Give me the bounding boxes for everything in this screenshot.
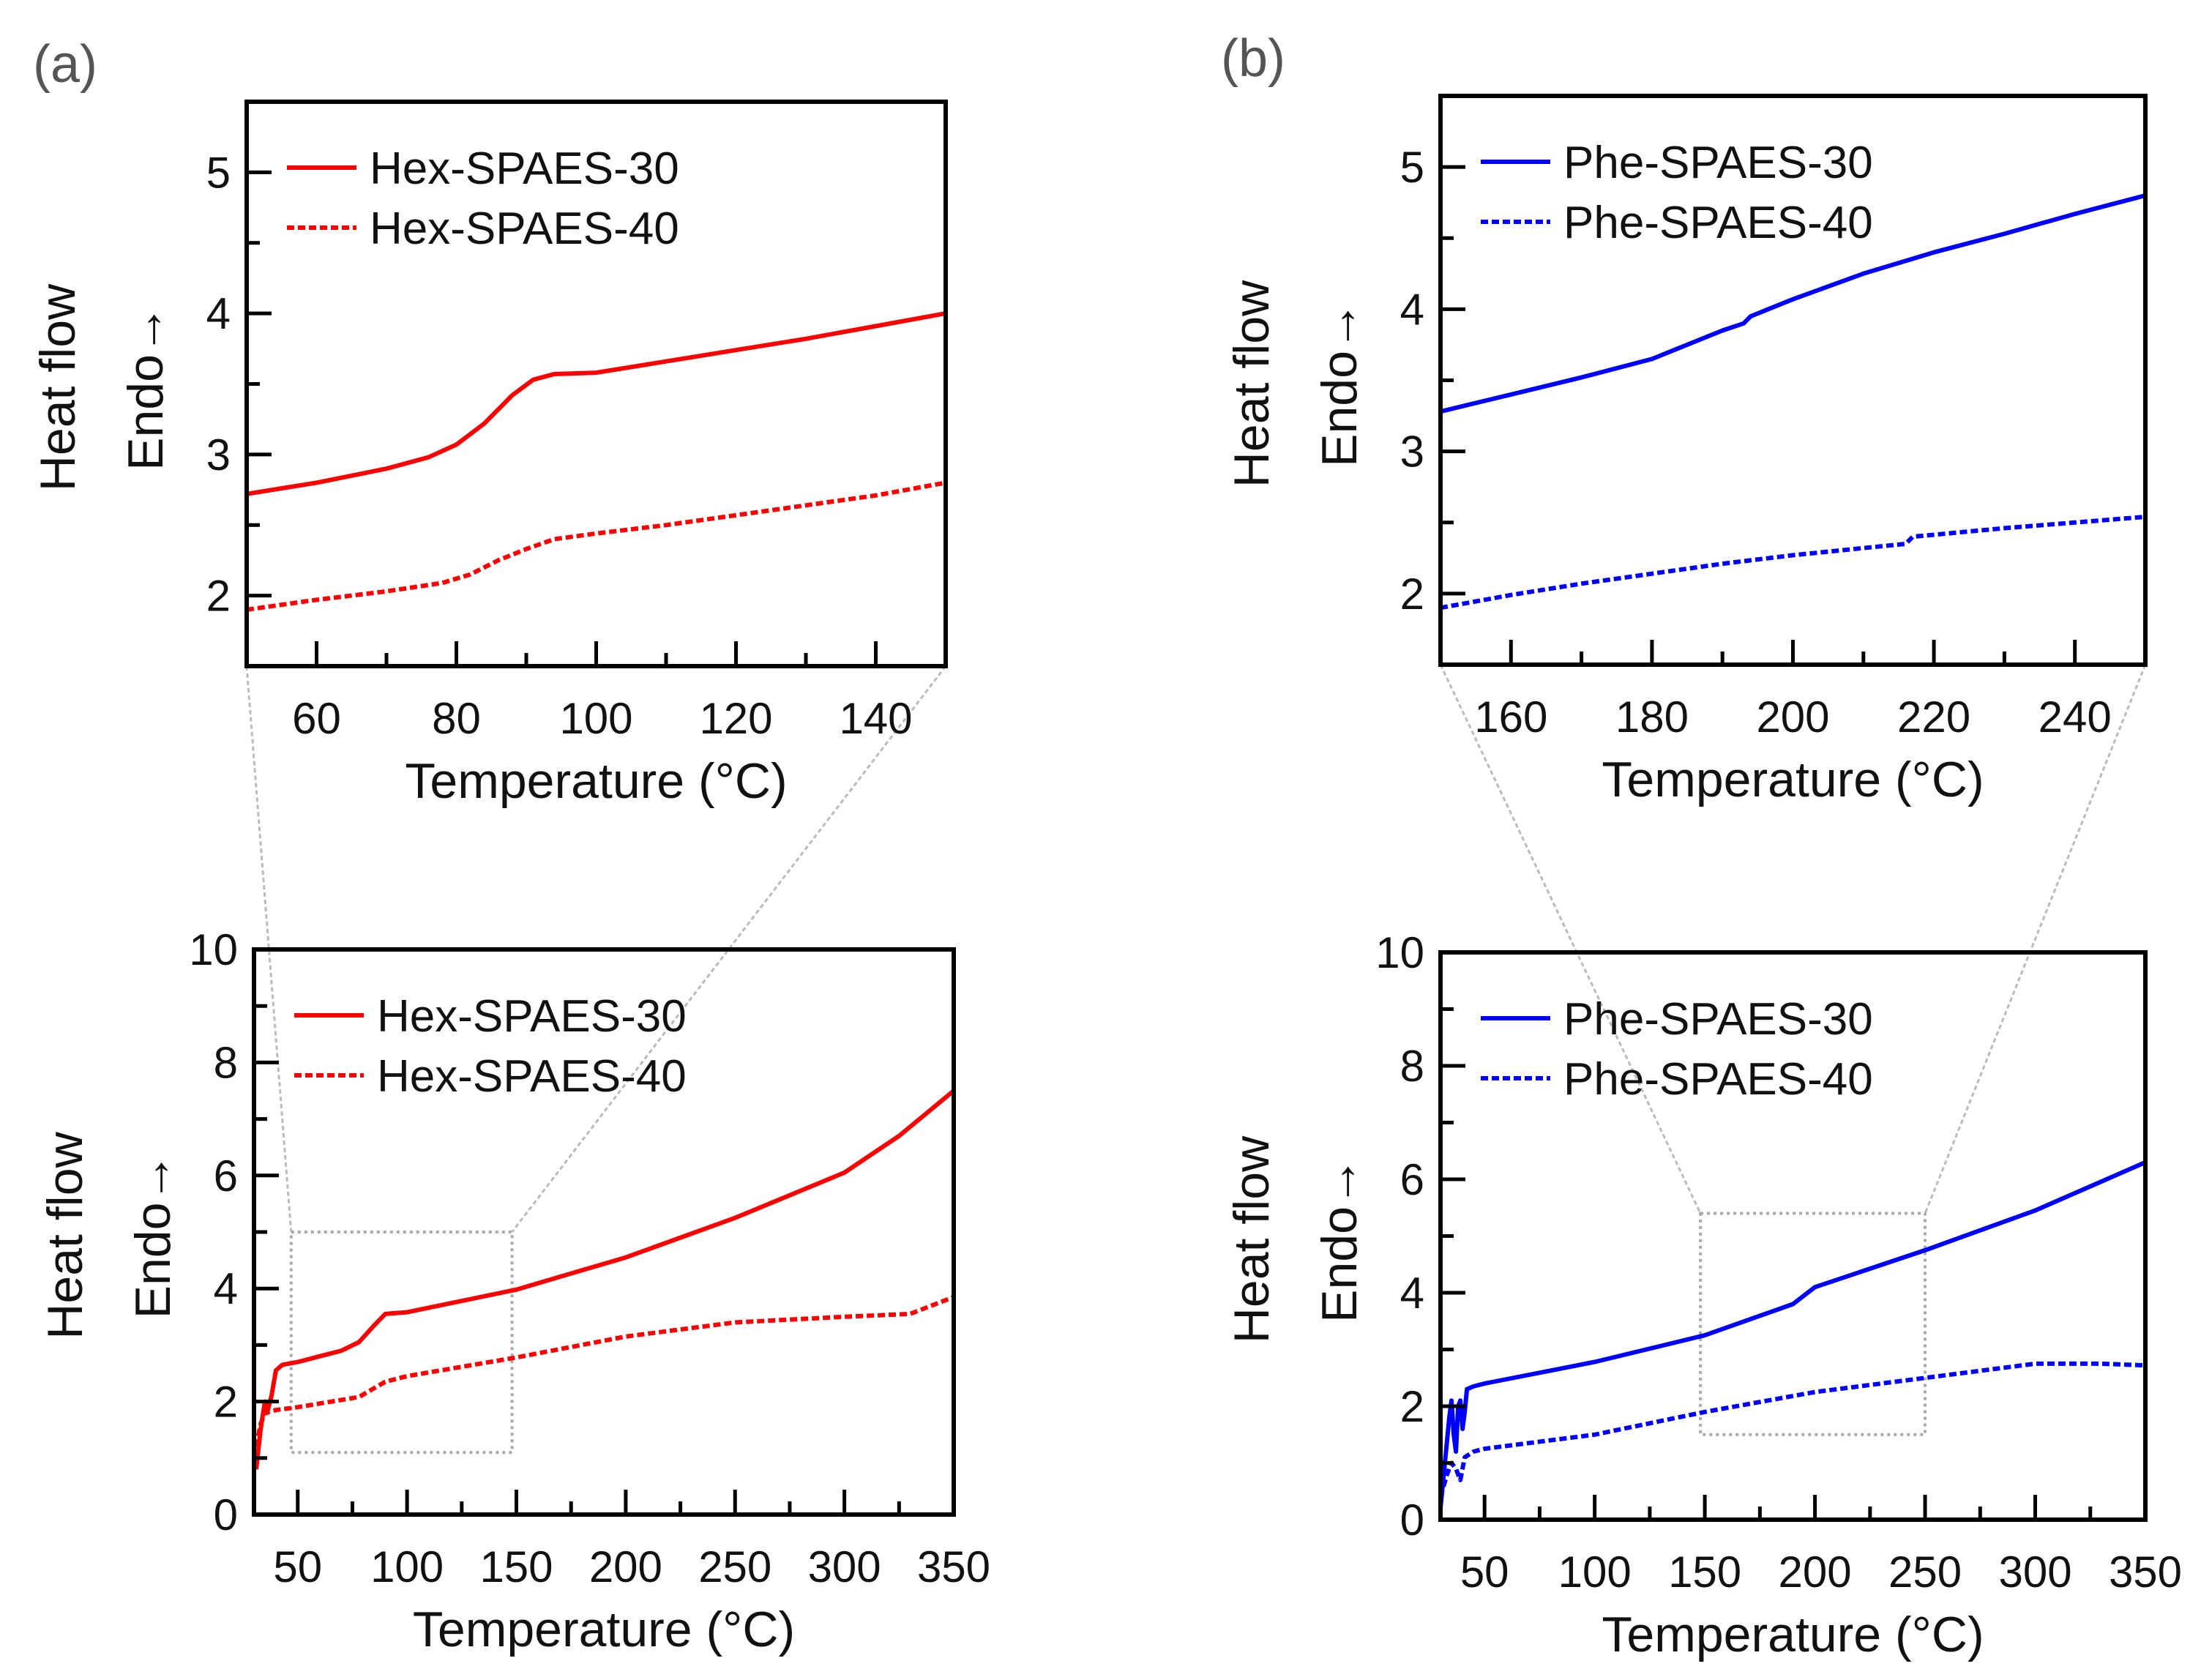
y-tick-label: 3 [1400, 428, 1424, 477]
series-line-hex-spaes-40 [254, 1295, 955, 1447]
legend-label: Phe-SPAES-40 [1563, 1054, 1873, 1105]
x-tick-label: 160 [1474, 692, 1547, 742]
y-tick-label: 0 [1400, 1496, 1424, 1545]
zoom-connector-line [1439, 664, 1702, 1214]
y-tick-label: 10 [189, 925, 238, 974]
x-tick-label: 80 [432, 694, 481, 743]
x-tick-label: 50 [273, 1542, 322, 1591]
series-line-phe-spaes-40 [1438, 1361, 2146, 1498]
y-tick-label: 0 [214, 1490, 238, 1539]
x-axis-title: Temperature (°C) [405, 753, 787, 809]
legend-label: Hex-SPAES-40 [370, 204, 679, 254]
y-tick-label: 6 [214, 1151, 238, 1201]
y-axis-title-endo: Endo→ [1312, 1157, 1367, 1323]
x-axis-title: Temperature (°C) [1602, 1607, 1984, 1662]
x-tick-label: 50 [1460, 1548, 1509, 1597]
series-line-hex-spaes-40 [246, 480, 946, 612]
y-tick-label: 2 [1400, 570, 1424, 619]
y-tick-label: 6 [1400, 1155, 1424, 1204]
x-tick-label: 250 [698, 1542, 771, 1591]
panel-label-b: (b) [1221, 29, 1285, 88]
x-tick-label: 120 [699, 694, 772, 743]
y-tick-label: 3 [206, 430, 231, 479]
x-tick-label: 200 [589, 1542, 662, 1591]
y-axis-title-endo: Endo→ [1312, 301, 1367, 467]
legend-label: Phe-SPAES-30 [1563, 994, 1873, 1045]
x-tick-label: 250 [1888, 1548, 1962, 1597]
legend-label: Hex-SPAES-40 [377, 1051, 687, 1102]
y-axis-title-heat-flow: Heat flow [1224, 1135, 1279, 1343]
y-tick-label: 4 [214, 1264, 238, 1313]
x-tick-label: 200 [1756, 692, 1829, 742]
legend-label: Phe-SPAES-30 [1563, 138, 1873, 188]
zoom-connector-lines [245, 664, 2147, 1233]
x-tick-label: 220 [1897, 692, 1970, 742]
x-tick-label: 150 [479, 1542, 553, 1591]
y-tick-label: 5 [206, 148, 231, 197]
y-tick-label: 2 [206, 572, 231, 621]
y-tick-label: 2 [1400, 1382, 1424, 1431]
x-tick-label: 180 [1615, 692, 1689, 742]
chart-a-bottom: 50 100 150 200 250 300 350 0 2 4 6 8 10 Temperature (… [37, 925, 990, 1657]
x-tick-label: 300 [808, 1542, 881, 1591]
x-tick-label: 350 [917, 1542, 990, 1591]
x-tick-label: 300 [1998, 1548, 2071, 1597]
x-tick-label: 240 [2039, 692, 2112, 742]
y-tick-label: 4 [1400, 285, 1424, 334]
x-tick-label: 100 [559, 694, 632, 743]
x-tick-label: 100 [370, 1542, 444, 1591]
legend-label: Hex-SPAES-30 [370, 143, 679, 194]
series-line-hex-spaes-30 [246, 311, 946, 496]
y-tick-label: 8 [214, 1038, 238, 1087]
x-tick-label: 200 [1779, 1548, 1852, 1597]
x-tick-label: 150 [1668, 1548, 1741, 1597]
y-tick-label: 2 [214, 1378, 238, 1427]
y-tick-label: 8 [1400, 1042, 1424, 1091]
y-axis-title-endo: Endo→ [118, 305, 173, 471]
chart-b-top: 160 180 200 220 240 2 3 4 5 Temperature (°C) Heat … [1224, 94, 2148, 807]
y-tick-label: 5 [1400, 143, 1424, 192]
y-axis-title-heat-flow: Heat flow [30, 283, 86, 491]
zoom-connector-line [511, 665, 947, 1233]
legend-label: Hex-SPAES-30 [377, 991, 687, 1042]
legend-label: Phe-SPAES-40 [1563, 198, 1873, 248]
x-axis-title: Temperature (°C) [1602, 752, 1984, 807]
y-axis-title-heat-flow: Heat flow [1224, 280, 1279, 488]
x-tick-label: 350 [2109, 1548, 2182, 1597]
series-line-phe-spaes-40 [1440, 515, 2146, 611]
y-axis-title-endo: Endo→ [125, 1153, 181, 1319]
y-axis-title-heat-flow: Heat flow [37, 1131, 93, 1339]
x-axis-title: Temperature (°C) [413, 1602, 795, 1657]
y-tick-label: 10 [1375, 928, 1424, 977]
y-tick-label: 4 [1400, 1269, 1424, 1318]
series-line-phe-spaes-30 [1440, 193, 2146, 414]
zoom-region-rect [289, 1231, 514, 1455]
panel-label-a: (a) [33, 35, 97, 94]
x-tick-label: 140 [839, 694, 912, 743]
series-line-hex-spaes-30 [254, 1089, 955, 1470]
chart-a-top: 60 80 100 120 140 2 3 4 5 Temperature (°C) Heat fl… [30, 100, 948, 809]
zoom-region-rect [1699, 1212, 1927, 1436]
zoom-connector-line [1924, 664, 2147, 1214]
chart-b-bottom: 50 100 150 200 250 300 350 0 2 4 6 8 10 Temperature (… [1224, 928, 2182, 1662]
x-tick-label: 60 [292, 694, 341, 743]
x-tick-label: 100 [1558, 1548, 1632, 1597]
y-tick-label: 4 [206, 289, 231, 338]
